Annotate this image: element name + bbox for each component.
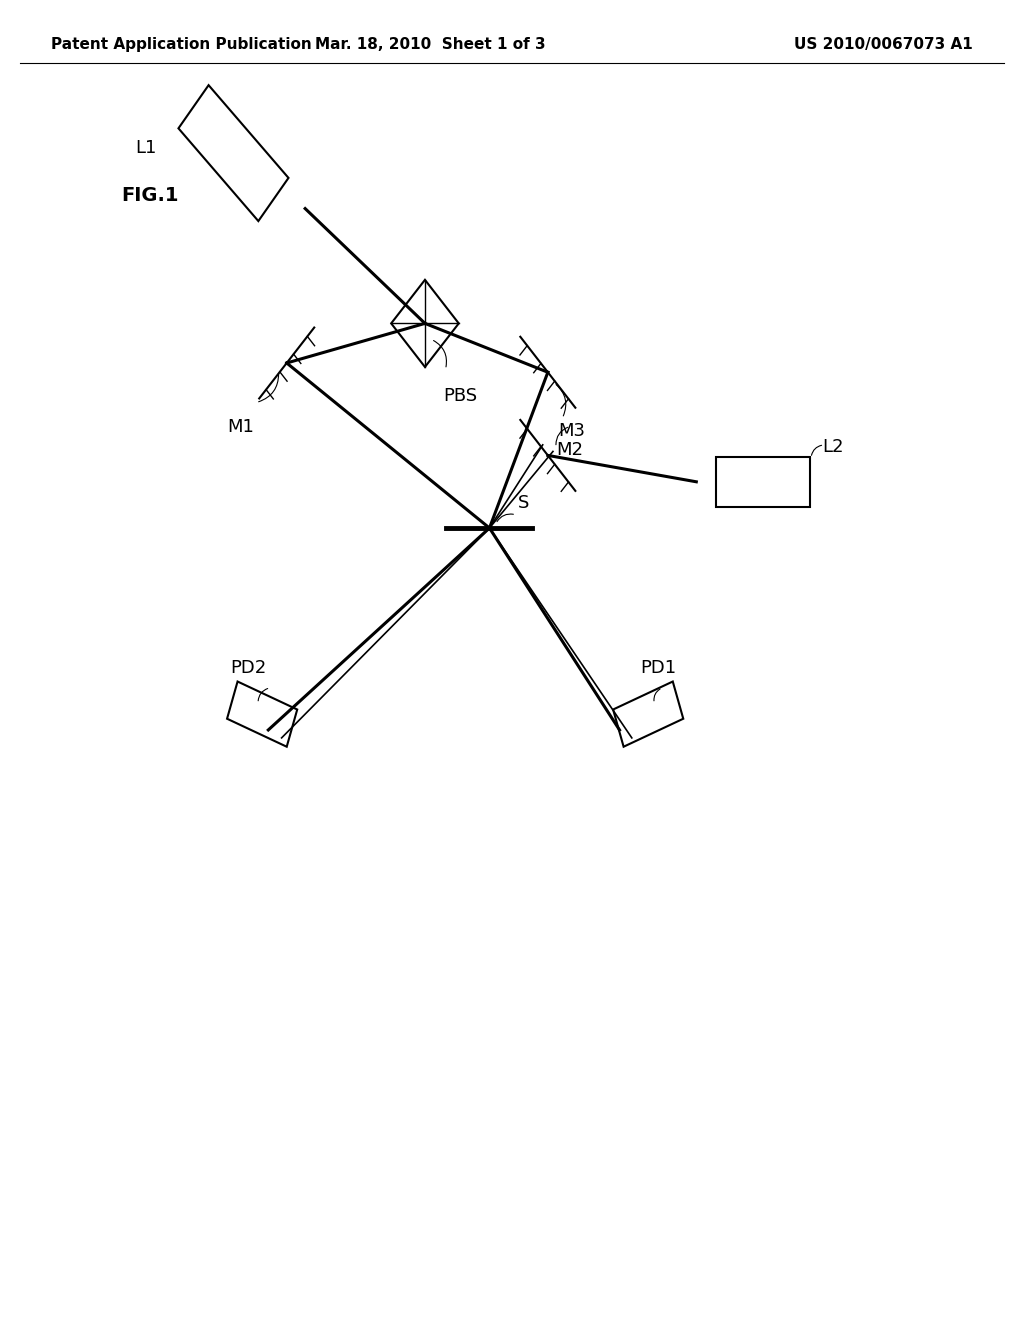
Polygon shape [391,280,459,367]
Text: M3: M3 [558,421,585,440]
Text: M2: M2 [556,441,583,459]
Text: US 2010/0067073 A1: US 2010/0067073 A1 [794,37,973,53]
Text: S: S [518,494,529,512]
Text: Mar. 18, 2010  Sheet 1 of 3: Mar. 18, 2010 Sheet 1 of 3 [314,37,546,53]
Polygon shape [227,681,297,747]
Text: L1: L1 [135,139,157,157]
Polygon shape [178,86,289,220]
Polygon shape [613,681,683,747]
Text: FIG.1: FIG.1 [121,186,178,205]
Text: M1: M1 [227,418,254,437]
Text: PD2: PD2 [230,659,266,677]
Text: PD1: PD1 [640,659,676,677]
Text: PBS: PBS [443,387,477,405]
Text: L2: L2 [822,438,844,457]
Polygon shape [716,457,810,507]
Text: Patent Application Publication: Patent Application Publication [51,37,312,53]
